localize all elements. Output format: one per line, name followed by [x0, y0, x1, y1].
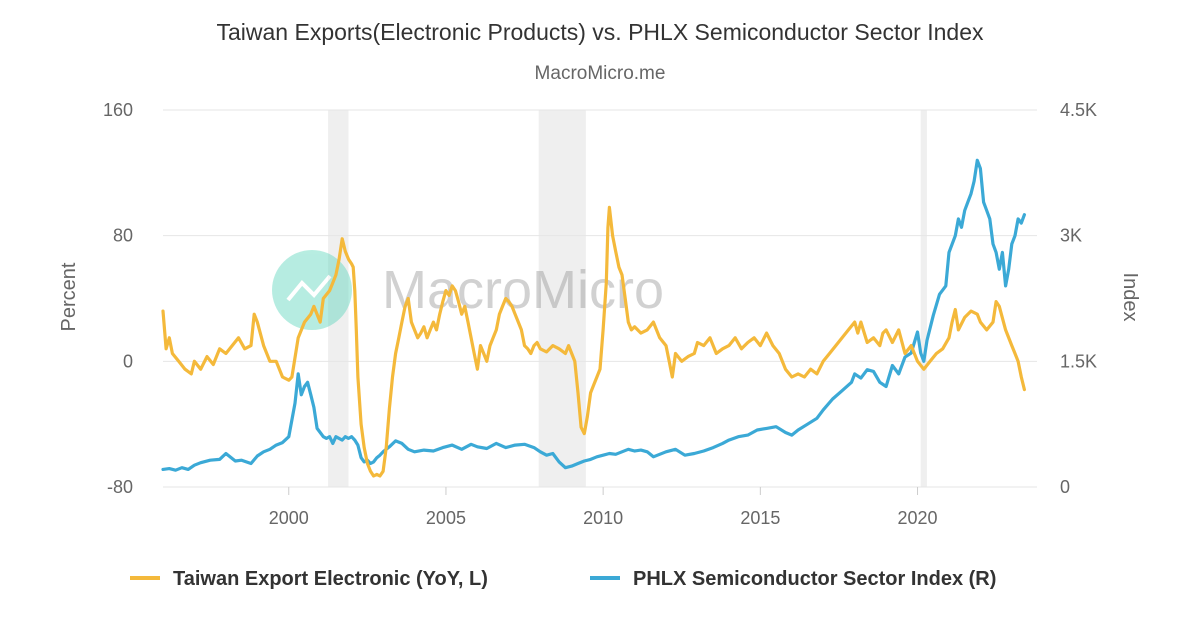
- chart-title: Taiwan Exports(Electronic Products) vs. …: [217, 19, 984, 45]
- left-tick-label: 80: [113, 226, 133, 246]
- right-axis-title: Index: [1119, 273, 1141, 322]
- left-tick-label: 160: [103, 100, 133, 120]
- x-tick-label: 2020: [898, 508, 938, 528]
- recession-band-1: [538, 110, 586, 487]
- legend-item-sox[interactable]: PHLX Semiconductor Sector Index (R): [590, 568, 996, 590]
- recession-bands: [328, 110, 927, 487]
- series-line-sox: [161, 158, 1027, 472]
- grid-lines: [163, 109, 1037, 488]
- left-axis-title: Percent: [58, 262, 80, 331]
- right-tick-label: 3K: [1060, 226, 1082, 246]
- left-axis: 160 80 0 -80: [103, 100, 133, 497]
- watermark-logo-icon: [272, 250, 352, 330]
- recession-band-2: [920, 110, 927, 487]
- x-tick-label: 2010: [583, 508, 623, 528]
- right-tick-label: 4.5K: [1060, 100, 1097, 120]
- right-axis: 4.5K 3K 1.5K 0: [1060, 100, 1097, 497]
- legend-label-sox: PHLX Semiconductor Sector Index (R): [633, 568, 996, 590]
- legend-item-export[interactable]: Taiwan Export Electronic (YoY, L): [130, 568, 488, 590]
- chart-subtitle: MacroMicro.me: [535, 63, 666, 84]
- watermark-text: MacroMicro: [382, 260, 664, 320]
- x-tick-label: 2000: [269, 508, 309, 528]
- watermark-logo-mark: [286, 274, 332, 302]
- left-tick-label: 0: [123, 351, 133, 371]
- left-tick-label: -80: [107, 477, 133, 497]
- watermark: MacroMicro: [272, 250, 664, 330]
- recession-band-0: [328, 110, 349, 487]
- legend: Taiwan Export Electronic (YoY, L) PHLX S…: [130, 568, 996, 590]
- legend-label-export: Taiwan Export Electronic (YoY, L): [173, 568, 488, 590]
- x-tick-label: 2005: [426, 508, 466, 528]
- series-layer: [161, 158, 1027, 478]
- series-line-export: [161, 205, 1027, 478]
- x-axis: 2000 2005 2010 2015 2020: [269, 487, 938, 528]
- right-tick-label: 0: [1060, 477, 1070, 497]
- right-tick-label: 1.5K: [1060, 351, 1097, 371]
- x-tick-label: 2015: [740, 508, 780, 528]
